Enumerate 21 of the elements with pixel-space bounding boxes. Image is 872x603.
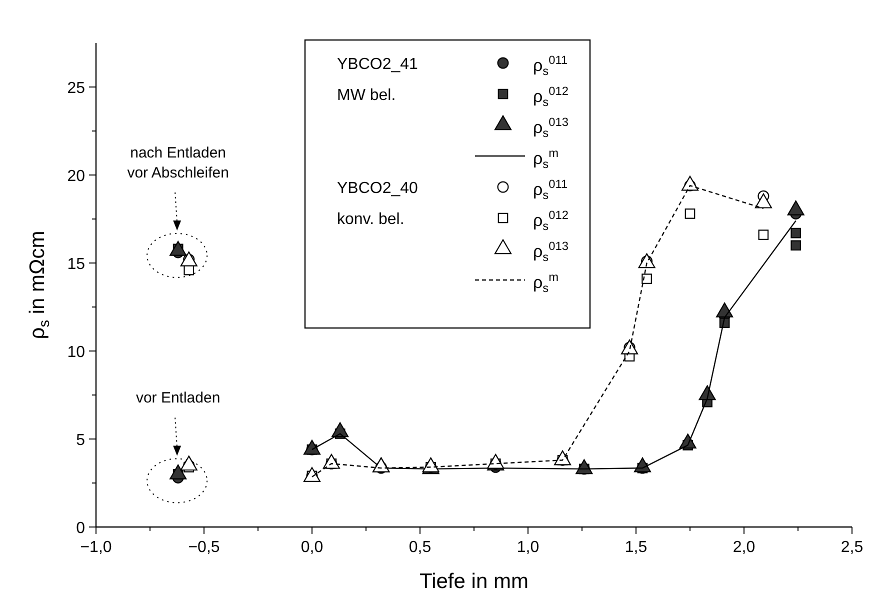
annotation: vor Entladen: [136, 390, 220, 407]
y-tick-label: 25: [67, 80, 86, 97]
x-tick-label: 2,5: [840, 539, 864, 556]
x-axis-title: Tiefe in mm: [420, 570, 528, 593]
y-tick-label: 10: [67, 344, 86, 361]
x-tick-label: 0,0: [300, 539, 324, 556]
x-tick-label: 1,0: [516, 539, 540, 556]
annotation: YBCO2_41: [337, 56, 418, 73]
annotation: YBCO2_40: [337, 180, 418, 197]
x-tick-label: −0,5: [188, 539, 220, 556]
x-tick-label: 1,5: [624, 539, 648, 556]
y-tick-label: 5: [76, 432, 86, 449]
annotation: konv. bel.: [337, 211, 404, 228]
annotation: nach Entladen vor Abschleifen: [127, 144, 229, 182]
y-tick-label: 15: [67, 256, 86, 273]
x-tick-label: 2,0: [732, 539, 756, 556]
y-tick-label: 0: [76, 520, 86, 537]
x-tick-label: 0,5: [408, 539, 432, 556]
y-tick-label: 20: [67, 168, 86, 185]
annotation: MW bel.: [337, 87, 396, 104]
x-tick-label: −1,0: [80, 539, 112, 556]
